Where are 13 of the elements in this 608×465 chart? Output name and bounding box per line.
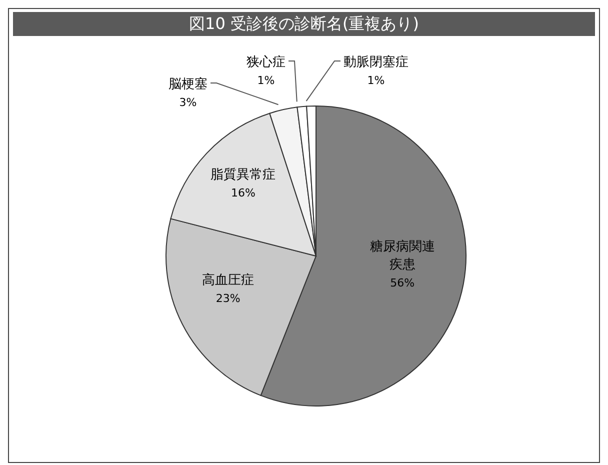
data-label: 1%	[367, 74, 385, 87]
slice-label: 高血圧症	[202, 272, 254, 288]
slice-label: 狭心症	[246, 54, 286, 70]
slice-label: 脂質異常症	[210, 167, 276, 182]
data-label: 16%	[230, 186, 256, 200]
data-label: 1%	[257, 74, 275, 87]
slice-label: 脳梗塞	[168, 76, 208, 92]
slice-label: 糖尿病関連疾患	[370, 239, 435, 272]
data-label: 56%	[390, 276, 415, 290]
chart-title: 図10 受診後の診断名(重複あり)	[13, 12, 595, 36]
data-label: 3%	[179, 96, 197, 109]
data-label: 23%	[216, 292, 240, 306]
slice-label: 動脈閉塞症	[344, 54, 408, 70]
